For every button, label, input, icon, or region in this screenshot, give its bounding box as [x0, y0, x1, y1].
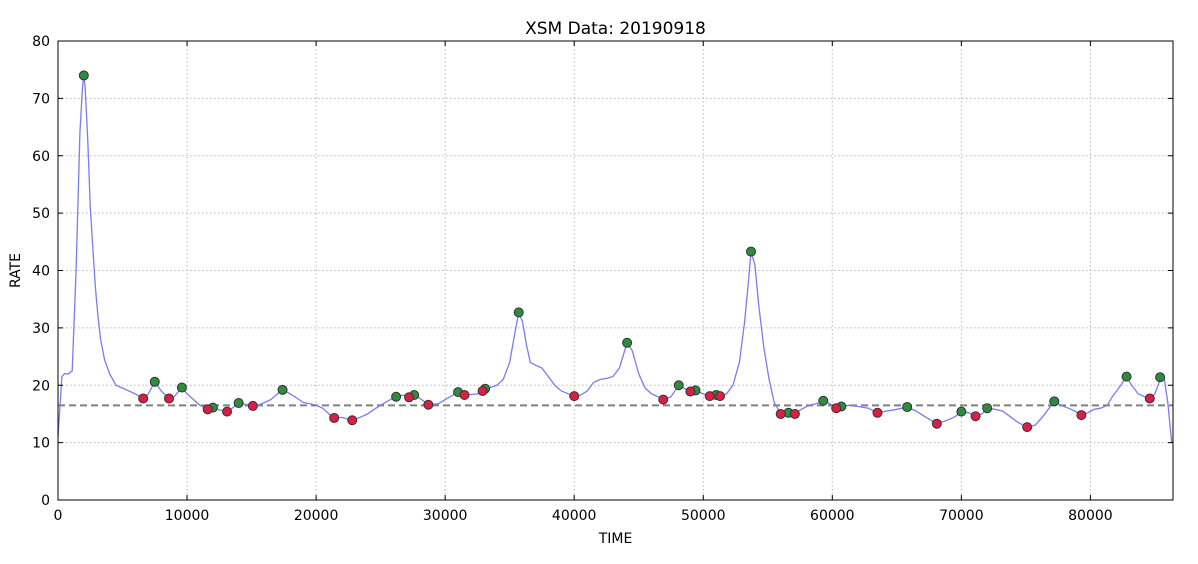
chart-title: XSM Data: 20190918: [525, 19, 706, 39]
red-point: [1144, 393, 1155, 404]
red-point: [404, 392, 415, 403]
green-point: [1155, 372, 1166, 383]
green-point: [956, 406, 967, 417]
x-tick-label: 80000: [1068, 508, 1113, 524]
red-point: [423, 399, 434, 410]
x-tick-label: 30000: [423, 508, 468, 524]
x-tick-label: 70000: [939, 508, 984, 524]
red-point: [872, 407, 883, 418]
x-tick-label: 0: [54, 508, 63, 524]
grid: [58, 41, 1173, 500]
red-point: [569, 391, 580, 402]
x-axis-title: TIME: [598, 531, 633, 547]
red-point: [831, 403, 842, 414]
x-tick-label: 10000: [165, 508, 210, 524]
red-point: [347, 415, 358, 426]
y-tick-label: 20: [32, 378, 50, 394]
green-point: [982, 403, 993, 414]
green-point: [391, 391, 402, 402]
red-point: [247, 400, 258, 411]
series-line: [57, 75, 1173, 443]
red-point: [477, 385, 488, 396]
red-point: [931, 418, 942, 429]
red-point: [222, 406, 233, 417]
red-point: [202, 404, 213, 415]
x-tick-label: 50000: [681, 508, 726, 524]
red-point: [685, 386, 696, 397]
y-tick-label: 70: [32, 91, 50, 107]
red-point: [1022, 422, 1033, 433]
green-point: [746, 246, 757, 257]
red-point: [715, 391, 726, 402]
green-point: [622, 337, 633, 348]
red-point: [775, 408, 786, 419]
y-tick-label: 80: [32, 34, 50, 50]
y-tick-label: 10: [32, 436, 50, 452]
green-point: [513, 307, 524, 318]
x-tick-label: 40000: [552, 508, 597, 524]
red-point: [459, 390, 470, 401]
green-point: [233, 398, 244, 409]
red-point: [704, 391, 715, 402]
green-point: [78, 70, 89, 81]
y-tick-label: 0: [41, 493, 50, 509]
red-point: [970, 411, 981, 422]
green-point: [902, 402, 913, 413]
red-point: [163, 393, 174, 404]
y-tick-label: 40: [32, 264, 50, 280]
red-point: [138, 393, 149, 404]
red-point: [329, 412, 340, 423]
axis-ticks: 0 10000 20000 30000 40000 50000 60000 70000 8000…: [32, 34, 1173, 524]
green-point: [149, 376, 160, 387]
green-point: [1049, 396, 1060, 407]
green-point: [176, 382, 187, 393]
green-point: [818, 395, 829, 406]
green-point: [277, 384, 288, 395]
green-point: [1121, 371, 1132, 382]
x-tick-label: 20000: [294, 508, 339, 524]
y-tick-label: 30: [32, 321, 50, 337]
x-tick-label: 60000: [810, 508, 855, 524]
data-points: [78, 70, 1166, 433]
green-point: [673, 380, 684, 391]
red-point: [1076, 410, 1087, 421]
red-point: [789, 408, 800, 419]
y-axis-title: RATE: [8, 253, 24, 288]
red-point: [658, 394, 669, 405]
y-tick-label: 50: [32, 206, 50, 222]
y-tick-label: 60: [32, 149, 50, 165]
